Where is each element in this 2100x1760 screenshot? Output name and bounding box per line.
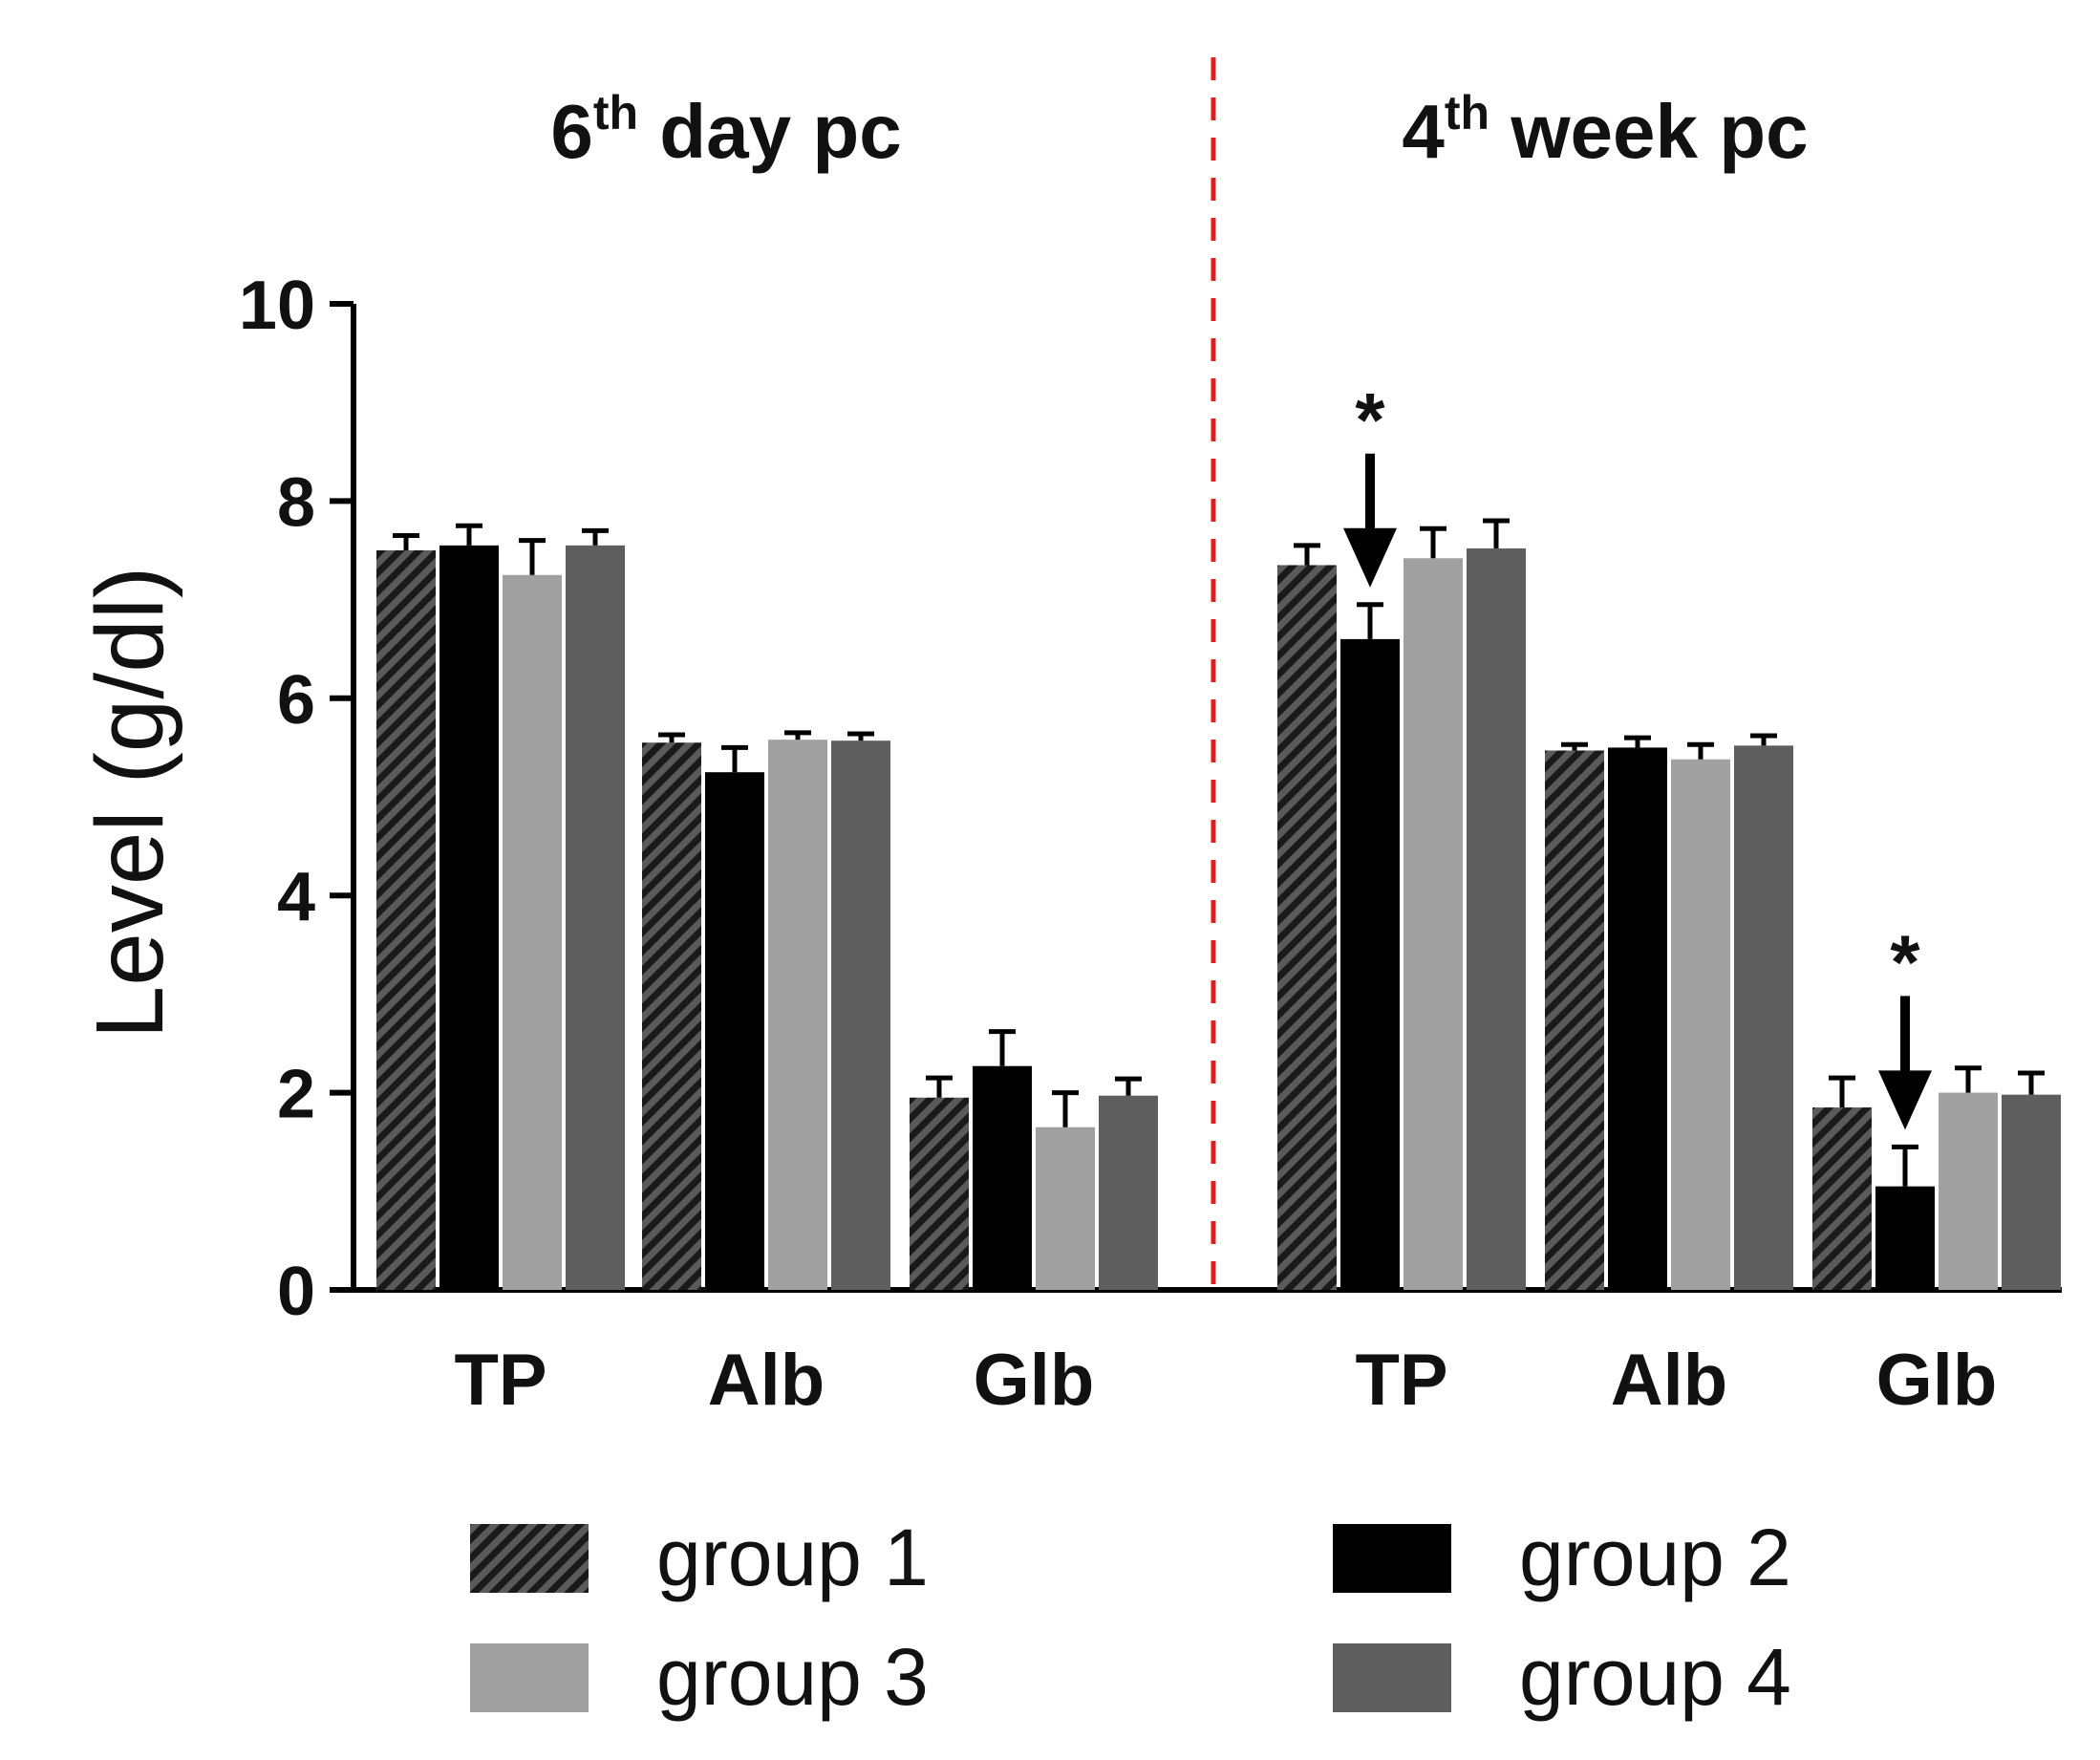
significance-asterisk: * [1355,377,1385,462]
bar [566,545,625,1290]
y-tick-label: 6 [277,662,315,739]
legend-label: group 2 [1519,1513,1791,1602]
x-tick-label: Alb [708,1340,825,1421]
significance-asterisk: * [1890,919,1920,1004]
bar [503,574,562,1290]
panel-title-1: 6th day pc [550,86,901,174]
bar [642,742,701,1290]
legend-label: group 3 [656,1632,929,1722]
panel-title-1-rest: day pc [659,89,901,174]
bar [439,545,499,1290]
bar [376,550,436,1290]
x-tick-label: TP [454,1340,546,1421]
y-ticks: 0 2 4 6 8 10 [239,268,354,1330]
bar [1608,747,1667,1290]
bar [1812,1107,1872,1290]
bar [705,772,764,1290]
bar [2002,1094,2061,1290]
y-tick-label: 0 [277,1254,315,1330]
bar [1099,1095,1158,1290]
y-axis-label: Level (g/dl) [76,567,183,1040]
bar [1340,638,1400,1290]
bar [1671,759,1730,1290]
x-tick-labels: TP Alb Glb TP Alb Glb [454,1340,1997,1421]
legend-swatch [1333,1643,1451,1712]
legend-swatch [470,1643,589,1712]
panel-title-1-sup: th [593,86,638,140]
legend-label: group 4 [1519,1632,1791,1722]
legend: group 1 group 2 group 3 group 4 [470,1513,1791,1722]
annotations: ** [1343,377,1932,1130]
y-tick-label: 10 [239,268,315,344]
x-tick-label: Glb [1876,1340,1998,1421]
bar [1036,1127,1095,1290]
x-tick-label: Glb [974,1340,1095,1421]
panel-title-2-main: 4 [1402,89,1445,174]
panel-title-2-rest: week pc [1510,89,1808,174]
bar [768,740,827,1290]
annotation-arrow-head [1343,527,1397,588]
x-tick-label: Alb [1611,1340,1727,1421]
y-tick-label: 4 [277,859,315,935]
panel-title-2: 4th week pc [1402,86,1808,174]
panel-title-1-main: 6 [550,89,593,174]
legend-swatch [1333,1524,1451,1593]
bar [1734,745,1793,1290]
bar [1545,750,1604,1290]
bar [1277,565,1337,1290]
bar [1404,558,1463,1290]
legend-swatch [470,1524,589,1593]
bar [973,1065,1032,1290]
annotation-arrow-head [1878,1070,1932,1130]
bar [831,740,890,1290]
panel-title-2-sup: th [1445,86,1489,140]
x-tick-label: TP [1355,1340,1447,1421]
y-tick-label: 8 [277,464,315,541]
bars [376,518,2061,1290]
bar [1875,1186,1935,1290]
bar [910,1097,969,1290]
y-tick-label: 2 [277,1057,315,1133]
bar [1467,547,1526,1290]
bar [1939,1092,1998,1290]
legend-label: group 1 [656,1513,929,1602]
